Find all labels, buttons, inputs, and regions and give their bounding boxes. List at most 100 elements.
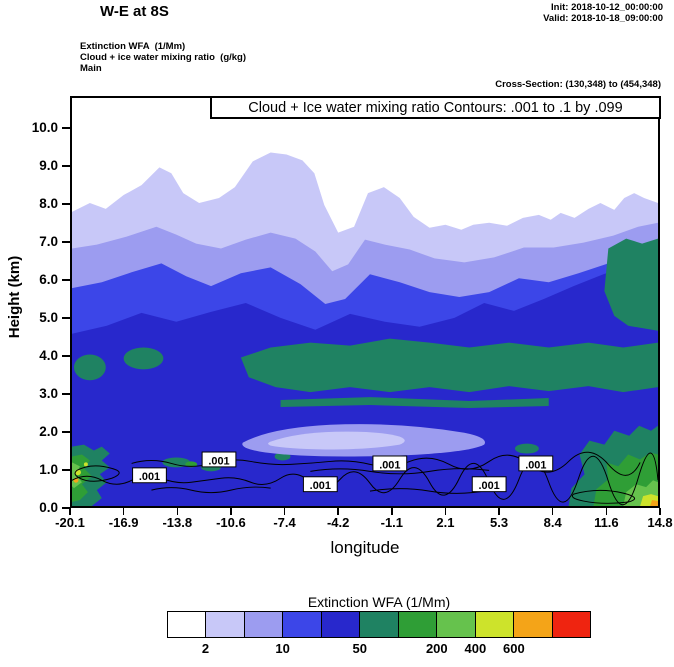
- contour-label: .001: [132, 467, 167, 483]
- cross-section-info: Cross-Section: (130,348) to (454,348): [495, 79, 661, 90]
- x-tick-mark: [551, 508, 554, 515]
- x-axis-label: longitude: [330, 538, 400, 557]
- colorbar-cell: [360, 612, 399, 637]
- field-level-50-fleck: [162, 457, 191, 468]
- y-tick-label: 9.0: [39, 158, 58, 173]
- svg-text:.001: .001: [208, 455, 229, 467]
- contour-label: .001: [302, 476, 338, 492]
- x-tick-mark: [605, 508, 608, 515]
- field-line-cloud: Cloud + ice water mixing ratio (g/kg): [80, 52, 247, 63]
- field-level-50-fleck: [514, 443, 539, 454]
- x-tick-label: 8.4: [543, 515, 562, 530]
- colorbar-tick-label: 10: [275, 641, 290, 656]
- x-tick-label: -7.4: [273, 515, 296, 530]
- field-level-50-band: [240, 338, 658, 393]
- y-tick-label: 5.0: [39, 310, 58, 325]
- field-clean-slot-inner: [268, 431, 405, 450]
- field-level-600-corner: [650, 500, 658, 506]
- x-tick-mark: [122, 508, 125, 515]
- colorbar-tick-label: 2: [201, 641, 210, 656]
- contour-label: .001: [471, 476, 507, 492]
- field-level-50-patch: [123, 347, 164, 370]
- x-tick-label: 11.6: [594, 515, 619, 530]
- x-tick-label: -13.8: [162, 515, 193, 530]
- svg-text:.001: .001: [525, 459, 546, 471]
- contour-label: .001: [201, 451, 237, 467]
- y-tick-mark: [62, 393, 70, 395]
- y-tick-mark: [62, 241, 70, 243]
- x-tick-mark: [176, 508, 179, 515]
- y-tick-mark: [62, 203, 70, 205]
- y-tick-mark: [62, 355, 70, 357]
- page-title: W-E at 8S: [100, 3, 169, 20]
- contour-field: .001 .001 .001 .001 .001 .001: [72, 98, 658, 506]
- colorbar-cell: [206, 612, 245, 637]
- x-tick-mark: [659, 508, 661, 515]
- y-tick-mark: [62, 469, 70, 471]
- svg-text:.001: .001: [310, 480, 331, 492]
- colorbar-cell: [321, 612, 361, 637]
- x-tick-label: -1.1: [380, 515, 404, 530]
- x-tick-label: -16.9: [108, 515, 139, 530]
- x-tick-label: 2.1: [436, 515, 455, 530]
- field-line-domain: Main: [80, 63, 102, 74]
- x-tick-mark: [337, 508, 339, 515]
- plot-title-box: Cloud + Ice water mixing ratio Contours:…: [210, 96, 661, 119]
- x-tick-label: -10.6: [216, 515, 246, 530]
- x-tick-mark: [69, 508, 71, 515]
- x-tick-label: -20.1: [55, 515, 85, 530]
- field-level-400-fleck: [83, 462, 88, 467]
- y-tick-label: 6.0: [39, 272, 58, 287]
- x-tick-label: 14.8: [647, 515, 673, 530]
- y-tick-label: 0.0: [39, 500, 58, 515]
- colorbar-cell: [283, 612, 322, 637]
- colorbar-cell: [514, 612, 553, 637]
- svg-text:.001: .001: [139, 471, 160, 483]
- plot-area: .001 .001 .001 .001 .001 .001: [70, 96, 660, 508]
- svg-text:.001: .001: [379, 459, 400, 471]
- x-tick-mark: [498, 508, 500, 515]
- x-tick-label: 5.3: [490, 515, 509, 530]
- contour-label: .001: [518, 455, 554, 471]
- colorbar-cell: [552, 612, 590, 637]
- y-tick-mark: [62, 127, 70, 129]
- colorbar-cell: [437, 612, 476, 637]
- field-level-50-streak: [280, 397, 549, 408]
- y-tick-label: 2.0: [39, 424, 58, 439]
- y-tick-mark: [62, 431, 70, 433]
- y-tick-mark: [62, 165, 70, 167]
- y-tick-mark: [62, 507, 70, 509]
- y-tick-label: 10.0: [31, 120, 58, 135]
- y-tick-label: 7.0: [39, 234, 58, 249]
- x-tick-mark: [283, 508, 286, 515]
- colorbar-cell: [398, 612, 438, 637]
- colorbar-cell: [244, 612, 284, 637]
- contour-label: .001: [372, 455, 408, 471]
- y-axis-label: Height (km): [6, 255, 23, 339]
- y-tick-label: 1.0: [39, 462, 58, 477]
- field-level-50-patch: [73, 354, 106, 381]
- y-tick-label: 4.0: [39, 348, 58, 363]
- svg-text:.001: .001: [479, 480, 500, 492]
- colorbar-tick-label: 400: [464, 641, 487, 656]
- field-line-extinction: Extinction WFA (1/Mm): [80, 41, 186, 52]
- colorbar-cell: [168, 612, 207, 637]
- colorbar-title: Extinction WFA (1/Mm): [307, 594, 451, 610]
- y-tick-label: 8.0: [39, 196, 58, 211]
- colorbar-tick-label: 600: [503, 641, 525, 656]
- x-tick-mark: [230, 508, 232, 515]
- y-tick-mark: [62, 279, 70, 281]
- x-tick-label: -4.2: [326, 515, 350, 530]
- y-tick-label: 3.0: [39, 386, 58, 401]
- colorbar-tick-label: 200: [425, 641, 448, 656]
- init-time: Init: 2018-10-12_00:00:00: [551, 2, 663, 13]
- x-tick-mark: [444, 508, 447, 515]
- x-tick-mark: [391, 508, 393, 515]
- plot-title: Cloud + Ice water mixing ratio Contours:…: [248, 99, 623, 116]
- colorbar: [167, 611, 591, 638]
- colorbar-tick-label: 50: [352, 641, 367, 656]
- y-tick-mark: [62, 317, 70, 319]
- valid-time: Valid: 2018-10-18_09:00:00: [543, 13, 663, 24]
- field-level-50-column: [604, 238, 658, 331]
